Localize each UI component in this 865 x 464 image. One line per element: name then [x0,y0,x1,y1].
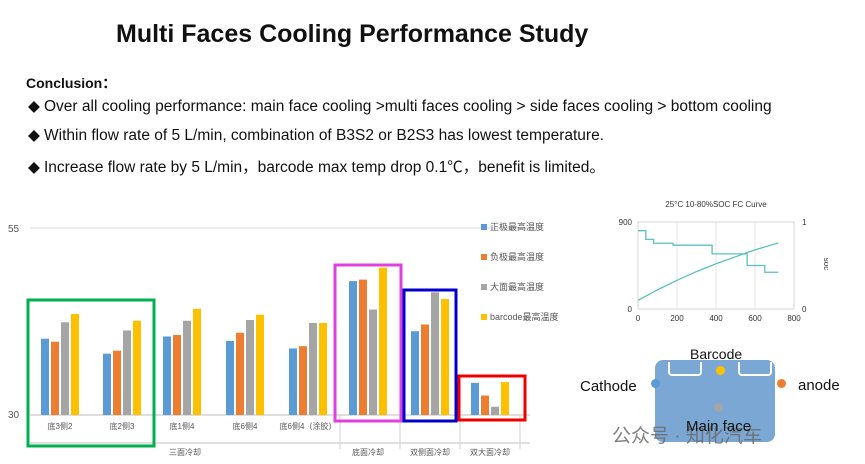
bar [289,348,297,415]
category-label: 底6侧4 [233,421,258,431]
cathode-label: Cathode [580,378,637,395]
bar [481,395,489,415]
bar [256,314,264,415]
bullet-item: ◆ Increase flow rate by 5 L/min，barcode m… [28,155,605,177]
diamond-icon: ◆ [28,98,40,115]
barcode-dot [716,366,725,375]
legend-swatch [481,224,487,230]
x-tick-label: 600 [748,314,762,323]
bullet-text: Over all cooling performance: main face … [44,98,772,115]
x-tick-label: 200 [670,314,684,323]
y-tick-label: 0 [628,305,633,314]
bar [71,314,79,415]
group-label: 底面冷却 [352,447,384,457]
legend-swatch [481,254,487,260]
bar [501,382,509,415]
category-label: 底1侧4 [170,421,195,431]
diamond-icon: ◆ [28,159,40,176]
category-label: 底2侧3 [110,421,135,431]
current-line [638,230,779,273]
bar [441,299,449,415]
legend-label: 正极最高温度 [490,221,544,232]
category-label: 底6侧4（涂胶） [280,421,337,431]
y-tick-label: 30 [8,410,20,421]
temperature-bar-chart: 55 30 底3侧2 底2侧3 底1侧4 底6侧4 底6侧4（涂胶） 三面冷却 底面冷却 双侧面冷… [8,221,559,457]
cathode-dot [651,379,660,388]
soc-line [637,242,779,301]
main-face-dot [714,403,723,412]
highlight-box [26,298,156,448]
bar [51,341,59,415]
x-tick-label: 400 [709,314,723,323]
battery-terminal-left [668,362,702,376]
bullet-text: Within flow rate of 5 L/min, combination… [44,127,604,144]
bar [226,340,234,415]
diamond-icon: ◆ [28,127,40,144]
bar [246,320,254,415]
anode-dot [777,379,786,388]
bar [349,281,357,415]
anode-label: anode [798,377,840,394]
highlight-box [402,288,458,423]
bar [411,331,419,415]
bar [309,322,317,415]
bar [173,334,181,415]
category-label: 底3侧2 [48,421,73,431]
legend-swatch [481,314,487,320]
battery-terminal-right [738,362,772,376]
bar [319,322,327,415]
group-label: 三面冷却 [169,447,201,457]
bar [183,320,191,415]
conclusion-label: Conclusion： [26,75,117,91]
bar [163,336,171,415]
y-tick-label-right: 1 [802,218,807,227]
barcode-label: Barcode [690,346,743,362]
y-axis-label-right: soc [822,258,828,270]
watermark: 公众号 · 知化汽车 [612,426,762,447]
bar [491,406,499,415]
group-label: 双大面冷却 [470,447,510,457]
x-tick-label: 0 [636,314,641,323]
bar [431,292,439,415]
bar [133,320,141,415]
x-tick-label: 800 [787,314,801,323]
bar [369,309,377,415]
highlight-box [333,263,403,423]
bar [193,308,201,415]
bullet-item: ◆ Over all cooling performance: main face… [28,97,772,116]
y-tick-label: 900 [619,218,633,227]
y-tick-label: 55 [8,224,20,235]
bar [123,330,131,415]
bullet-item: ◆ Within flow rate of 5 L/min, combinatio… [28,126,604,145]
bar [421,324,429,415]
group-label: 双侧面冷却 [410,447,450,457]
bar [359,279,367,415]
bar [103,353,111,415]
bar [61,322,69,415]
bar [236,332,244,415]
bullet-text: Increase flow rate by 5 L/min，barcode ma… [44,159,605,176]
main-face-label: Main face [686,418,752,435]
chart-title: 25°C 10-80%SOC FC Curve [665,200,767,209]
fc-curve-chart: 25°C 10-80%SOC FC Curve 900 0 1 0 soc 0 200 400 6… [619,200,828,323]
bar [379,267,387,415]
bar [113,350,121,415]
legend-label: 负极最高温度 [490,251,544,262]
bar [41,338,49,415]
page-title: Multi Faces Cooling Performance Study [116,20,589,48]
highlight-box [457,374,527,422]
bar [299,346,307,415]
legend-label: 大面最高温度 [490,281,544,292]
y-tick-label-right: 0 [802,305,807,314]
bar [471,382,479,415]
legend-label: barcode最高温度 [490,311,559,322]
legend-swatch [481,284,487,290]
